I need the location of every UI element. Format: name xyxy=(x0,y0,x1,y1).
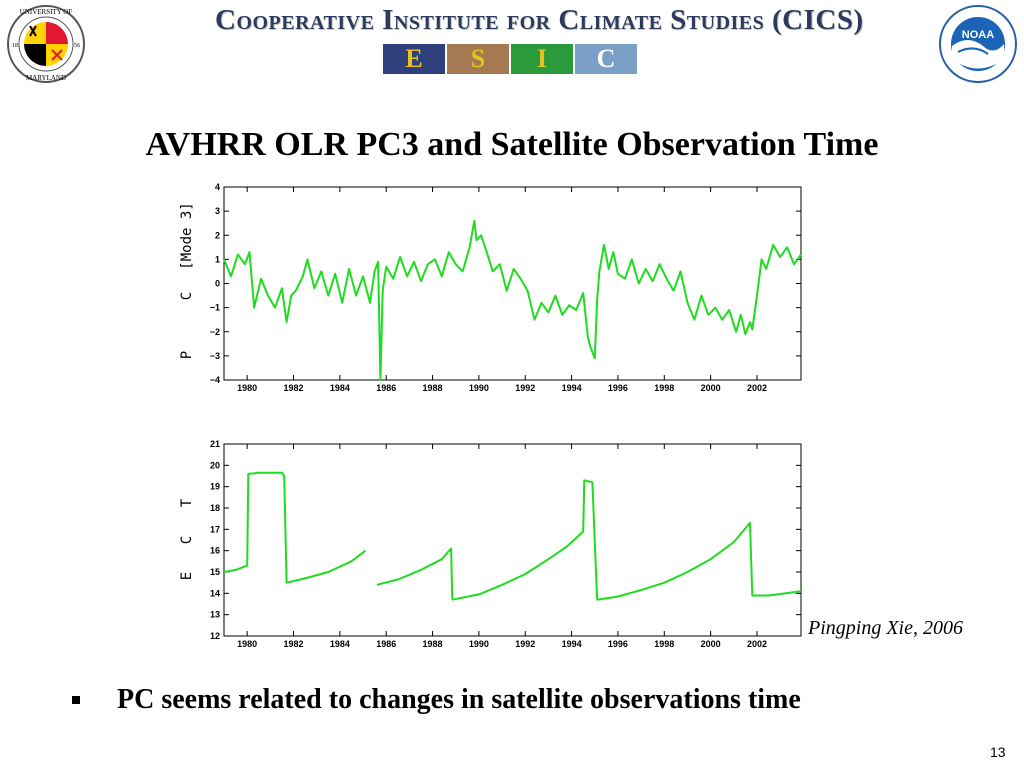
series-line xyxy=(223,219,802,381)
y-tick-label: 20 xyxy=(210,460,220,470)
x-tick-label: 1994 xyxy=(562,639,582,649)
y-tick-label: 13 xyxy=(210,610,220,620)
y-tick-label: 1 xyxy=(215,254,220,264)
x-tick-label: 2000 xyxy=(701,639,721,649)
series-line xyxy=(376,547,454,600)
slide-title: AVHRR OLR PC3 and Satellite Observation … xyxy=(145,126,879,163)
x-tick-label: 1990 xyxy=(469,639,489,649)
x-tick-label: 2002 xyxy=(747,639,767,649)
umd-logo-top-text: UNIVERSITY OF xyxy=(20,8,73,16)
x-tick-label: 1984 xyxy=(330,383,350,393)
y-axis-label: C xyxy=(179,536,195,544)
bullet-square-icon xyxy=(72,696,80,704)
x-tick-label: 1986 xyxy=(376,383,396,393)
x-tick-label: 1980 xyxy=(237,639,257,649)
y-tick-label: 15 xyxy=(210,567,220,577)
series-line xyxy=(223,471,367,584)
x-tick-label: 1994 xyxy=(562,383,582,393)
y-tick-label: 12 xyxy=(210,631,220,641)
plot-frame xyxy=(223,186,802,381)
umd-logo-bottom-text: MARYLAND xyxy=(26,74,66,82)
ect-chart: 1980 1982 1984 1986 1988 1990 1992 1994 1996 1998… xyxy=(179,439,802,649)
y-tick-label: 0 xyxy=(215,279,220,289)
umd-logo-year-right: 56 xyxy=(74,43,80,49)
y-tick-label: 4 xyxy=(215,182,220,192)
cics-banner-title: Cooperative Institute for Climate Studie… xyxy=(215,4,864,36)
bullet-text: PC seems related to changes in satellite… xyxy=(117,684,801,715)
esic-letter-i: I xyxy=(511,44,573,74)
y-tick-label: −4 xyxy=(210,375,220,385)
y-tick-label: 16 xyxy=(210,546,220,556)
series-line xyxy=(596,521,802,601)
series-line xyxy=(452,479,599,601)
charts-container: 1980 1982 1984 1986 1988 1990 1992 1994 1996 1998… xyxy=(179,182,802,649)
esic-letter-c: C xyxy=(575,44,637,74)
y-tick-label: 19 xyxy=(210,482,220,492)
y-axis-label: E xyxy=(179,572,195,580)
y-tick-label: 21 xyxy=(210,439,220,449)
x-tick-label: 1996 xyxy=(608,639,628,649)
umd-seal-logo: UNIVERSITY OF MARYLAND 18 56 xyxy=(7,5,85,83)
x-tick-label: 1980 xyxy=(237,383,257,393)
x-tick-label: 1996 xyxy=(608,383,628,393)
x-tick-label: 1988 xyxy=(423,639,443,649)
y-tick-label: 3 xyxy=(215,206,220,216)
x-tick-label: 1988 xyxy=(423,383,443,393)
y-tick-label: −2 xyxy=(210,327,220,337)
noaa-logo: NOAA xyxy=(939,5,1017,83)
y-tick-label: 2 xyxy=(215,230,220,240)
author-credit: Pingping Xie, 2006 xyxy=(808,617,963,639)
x-tick-label: 1982 xyxy=(284,383,304,393)
x-tick-label: 1992 xyxy=(515,639,535,649)
x-tick-label: 1984 xyxy=(330,639,350,649)
y-axis-label: T xyxy=(179,498,195,507)
y-tick-label: 14 xyxy=(210,588,220,598)
y-tick-label: −3 xyxy=(210,351,220,361)
x-tick-label: 2000 xyxy=(701,383,721,393)
y-axis-label: [Mode 3] xyxy=(179,202,195,269)
y-tick-label: −1 xyxy=(210,303,220,313)
noaa-logo-text: NOAA xyxy=(962,29,994,41)
x-tick-label: 1982 xyxy=(284,639,304,649)
esic-letter-s: S xyxy=(447,44,509,74)
umd-logo-year-left: 18 xyxy=(12,43,18,49)
y-axis-label: C xyxy=(179,292,195,300)
x-tick-label: 1990 xyxy=(469,383,489,393)
plot-frame xyxy=(223,443,802,637)
bullet-item: PC seems related to changes in satellite… xyxy=(70,684,801,716)
x-tick-label: 1998 xyxy=(654,383,674,393)
y-axis-label: P xyxy=(179,351,195,359)
esic-letter-e: E xyxy=(383,44,445,74)
y-tick-label: 18 xyxy=(210,503,220,513)
y-tick-label: 17 xyxy=(210,524,220,534)
pc3-chart: 1980 1982 1984 1986 1988 1990 1992 1994 1996 1998… xyxy=(179,182,802,393)
x-tick-label: 1992 xyxy=(515,383,535,393)
esic-logo-strip: E S I C xyxy=(383,44,639,74)
x-tick-label: 2002 xyxy=(747,383,767,393)
x-tick-label: 1986 xyxy=(376,639,396,649)
x-tick-label: 1998 xyxy=(654,639,674,649)
page-number: 13 xyxy=(990,744,1006,760)
